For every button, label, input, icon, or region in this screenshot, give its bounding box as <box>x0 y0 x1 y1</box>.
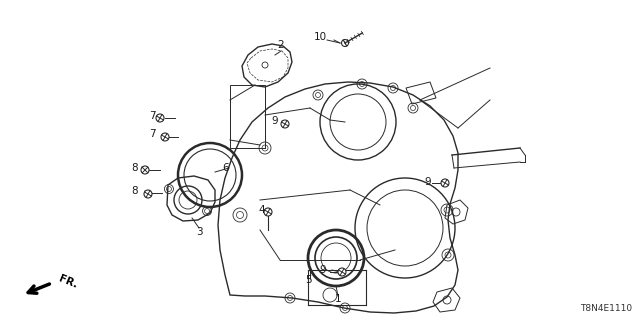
Text: 6: 6 <box>223 163 229 173</box>
Circle shape <box>141 166 149 174</box>
Text: 3: 3 <box>196 227 202 237</box>
Text: 5: 5 <box>305 275 311 285</box>
Text: 9: 9 <box>272 116 278 126</box>
Text: 8: 8 <box>132 186 138 196</box>
Circle shape <box>342 39 349 46</box>
Circle shape <box>281 120 289 128</box>
Text: 1: 1 <box>335 294 341 304</box>
Text: 4: 4 <box>259 205 266 215</box>
Text: 9: 9 <box>425 177 431 187</box>
Circle shape <box>144 190 152 198</box>
Text: FR.: FR. <box>57 274 79 290</box>
Text: 2: 2 <box>278 40 284 50</box>
Text: T8N4E1110: T8N4E1110 <box>580 304 632 313</box>
Text: 10: 10 <box>314 32 326 42</box>
Circle shape <box>441 179 449 187</box>
Circle shape <box>338 268 346 276</box>
Text: 7: 7 <box>148 111 156 121</box>
Circle shape <box>264 208 272 216</box>
Text: 9: 9 <box>320 265 326 275</box>
Circle shape <box>161 133 169 141</box>
Text: 7: 7 <box>148 129 156 139</box>
Circle shape <box>156 114 164 122</box>
Text: 8: 8 <box>132 163 138 173</box>
